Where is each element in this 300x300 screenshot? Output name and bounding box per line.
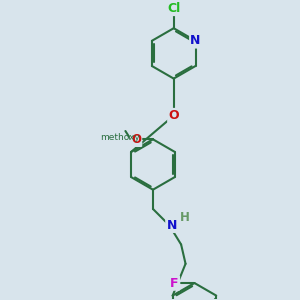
Text: F: F <box>170 277 179 290</box>
Text: Cl: Cl <box>167 2 180 15</box>
Text: N: N <box>190 34 201 47</box>
Text: N: N <box>167 219 177 232</box>
Text: O: O <box>168 109 179 122</box>
Text: methoxy: methoxy <box>100 133 140 142</box>
Text: O: O <box>131 133 141 146</box>
Text: H: H <box>180 211 190 224</box>
